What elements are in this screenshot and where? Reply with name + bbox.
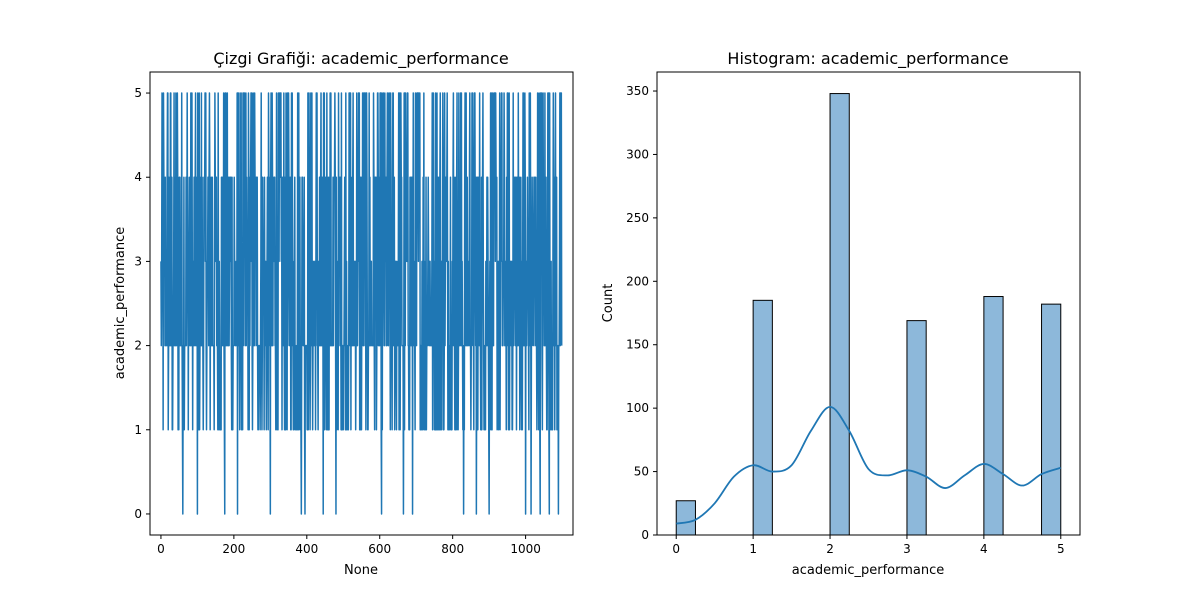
y-tick-label: 1 — [134, 423, 142, 437]
y-tick-label: 350 — [626, 84, 649, 98]
x-tick-label: 0 — [157, 542, 165, 556]
x-tick-label: 4 — [980, 542, 988, 556]
x-tick-label: 3 — [903, 542, 911, 556]
line-series — [160, 92, 563, 515]
line-chart-title: Çizgi Grafiği: academic_performance — [213, 49, 508, 69]
y-tick-label: 150 — [626, 338, 649, 352]
x-tick-label: 2 — [826, 542, 834, 556]
y-tick-label: 250 — [626, 211, 649, 225]
x-tick-label: 400 — [295, 542, 318, 556]
histogram-chart: Histogram: academic_performance 0 1 2 3 4 5 0… — [601, 49, 1081, 578]
histogram-bar — [906, 320, 927, 536]
histogram-bar — [983, 296, 1004, 536]
line-chart-ylabel: academic_performance — [113, 227, 128, 380]
x-tick-label: 5 — [1057, 542, 1065, 556]
x-tick-label: 0 — [672, 542, 680, 556]
line-chart: Çizgi Grafiği: academic_performance 0 200… — [113, 49, 574, 578]
histogram-xlabel: academic_performance — [792, 563, 945, 578]
y-tick-label: 0 — [641, 528, 649, 542]
kde-line — [676, 405, 1062, 525]
y-tick-label: 200 — [626, 274, 649, 288]
y-tick-label: 3 — [134, 254, 142, 268]
histogram-ylabel: Count — [601, 284, 616, 323]
x-tick-label: 800 — [441, 542, 464, 556]
y-tick-label: 50 — [634, 465, 649, 479]
x-tick-label: 1 — [749, 542, 757, 556]
histogram-bar — [752, 299, 773, 536]
x-tick-label: 600 — [368, 542, 391, 556]
x-tick-label: 200 — [222, 542, 245, 556]
y-tick-label: 300 — [626, 147, 649, 161]
histogram-frame — [656, 71, 1081, 536]
histogram-bar — [829, 93, 850, 536]
y-tick-label: 100 — [626, 401, 649, 415]
y-tick-label: 5 — [134, 86, 142, 100]
histogram-title: Histogram: academic_performance — [727, 49, 1008, 69]
histogram-plot-area — [657, 72, 1080, 535]
histogram-bar — [675, 500, 696, 536]
y-tick-label: 0 — [134, 507, 142, 521]
line-chart-frame — [149, 71, 574, 536]
histogram-bar — [1041, 303, 1062, 536]
y-tick-label: 4 — [134, 170, 142, 184]
line-chart-xlabel: None — [344, 563, 378, 578]
y-tick-label: 2 — [134, 339, 142, 353]
x-tick-label: 1000 — [510, 542, 541, 556]
